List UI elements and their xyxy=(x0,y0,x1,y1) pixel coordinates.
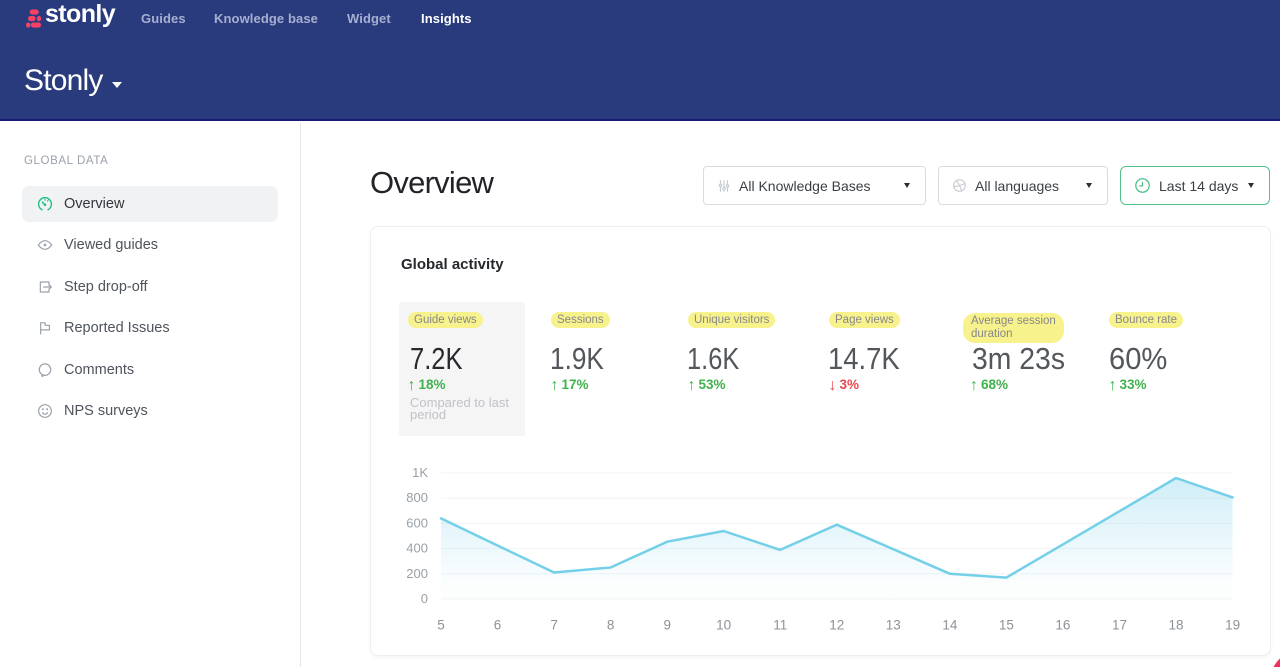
svg-text:600: 600 xyxy=(406,515,428,530)
svg-text:800: 800 xyxy=(406,490,428,505)
svg-text:8: 8 xyxy=(607,618,615,633)
svg-text:7: 7 xyxy=(550,618,558,633)
svg-text:6: 6 xyxy=(494,618,502,633)
svg-text:9: 9 xyxy=(663,618,671,633)
svg-text:5: 5 xyxy=(437,618,445,633)
svg-text:12: 12 xyxy=(829,618,844,633)
svg-text:11: 11 xyxy=(773,618,787,633)
svg-text:13: 13 xyxy=(886,618,901,633)
svg-text:1K: 1K xyxy=(412,465,428,480)
svg-text:15: 15 xyxy=(999,618,1014,633)
svg-text:200: 200 xyxy=(406,566,428,581)
svg-text:14: 14 xyxy=(942,618,958,633)
svg-text:18: 18 xyxy=(1168,618,1183,633)
svg-text:10: 10 xyxy=(716,618,731,633)
svg-text:19: 19 xyxy=(1225,618,1240,633)
svg-text:0: 0 xyxy=(421,591,428,606)
svg-text:400: 400 xyxy=(406,541,428,556)
svg-text:17: 17 xyxy=(1112,618,1127,633)
svg-text:16: 16 xyxy=(1055,618,1070,633)
